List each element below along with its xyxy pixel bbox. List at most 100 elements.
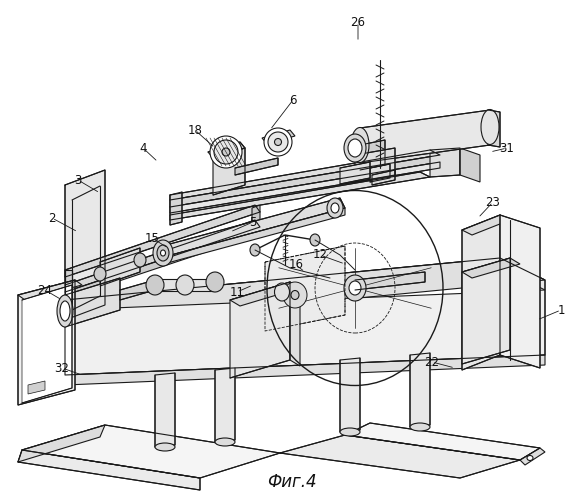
Ellipse shape (94, 267, 106, 281)
Ellipse shape (206, 272, 224, 292)
Polygon shape (170, 150, 440, 200)
Polygon shape (280, 435, 520, 478)
Polygon shape (235, 158, 278, 175)
Polygon shape (120, 280, 155, 300)
Polygon shape (28, 381, 45, 394)
Ellipse shape (222, 148, 230, 156)
Polygon shape (155, 198, 345, 258)
Ellipse shape (155, 443, 175, 451)
Polygon shape (65, 278, 120, 327)
Polygon shape (65, 258, 545, 322)
Polygon shape (462, 215, 500, 370)
Polygon shape (360, 140, 385, 170)
Ellipse shape (344, 275, 366, 301)
Ellipse shape (215, 438, 235, 446)
Ellipse shape (176, 275, 194, 295)
Text: 6: 6 (289, 94, 297, 106)
Polygon shape (65, 227, 260, 299)
Ellipse shape (348, 139, 362, 157)
Polygon shape (290, 282, 300, 366)
Polygon shape (410, 353, 430, 427)
Polygon shape (355, 148, 395, 182)
Polygon shape (462, 258, 520, 278)
Ellipse shape (157, 245, 169, 261)
Polygon shape (65, 220, 260, 292)
Text: 32: 32 (54, 362, 69, 374)
Polygon shape (370, 164, 390, 182)
Polygon shape (262, 130, 295, 144)
Text: 4: 4 (139, 142, 147, 154)
Ellipse shape (264, 128, 292, 156)
Text: 1: 1 (557, 304, 565, 316)
Polygon shape (170, 162, 440, 213)
Text: 16: 16 (288, 258, 304, 272)
Text: 2: 2 (48, 212, 55, 224)
Ellipse shape (291, 290, 299, 300)
Polygon shape (65, 170, 105, 320)
Ellipse shape (210, 136, 242, 168)
Polygon shape (462, 258, 510, 364)
Ellipse shape (57, 295, 73, 327)
Polygon shape (360, 110, 490, 163)
Polygon shape (160, 208, 345, 265)
Ellipse shape (481, 110, 499, 144)
Polygon shape (213, 148, 245, 195)
Ellipse shape (60, 301, 70, 321)
Text: 11: 11 (230, 286, 245, 298)
Polygon shape (520, 448, 545, 465)
Polygon shape (18, 450, 200, 490)
Polygon shape (65, 270, 72, 299)
Ellipse shape (214, 140, 238, 164)
Text: 18: 18 (187, 124, 203, 136)
Polygon shape (230, 282, 290, 378)
Polygon shape (185, 279, 215, 291)
Polygon shape (18, 280, 75, 405)
Polygon shape (355, 272, 425, 290)
Polygon shape (100, 248, 140, 286)
Polygon shape (170, 192, 182, 225)
Polygon shape (65, 205, 260, 277)
Ellipse shape (146, 275, 164, 295)
Ellipse shape (250, 244, 260, 256)
Ellipse shape (161, 250, 165, 256)
Polygon shape (65, 258, 545, 310)
Ellipse shape (410, 423, 430, 431)
Text: 5: 5 (249, 216, 257, 228)
Polygon shape (340, 358, 360, 432)
Text: 22: 22 (425, 356, 440, 368)
Text: 3: 3 (74, 174, 82, 186)
Polygon shape (170, 155, 440, 207)
Polygon shape (265, 246, 345, 331)
Polygon shape (18, 425, 105, 462)
Polygon shape (65, 355, 545, 385)
Ellipse shape (331, 203, 339, 213)
Text: 31: 31 (499, 142, 515, 154)
Ellipse shape (349, 281, 361, 295)
Polygon shape (462, 215, 510, 235)
Polygon shape (345, 423, 540, 460)
Polygon shape (208, 142, 245, 158)
Polygon shape (252, 205, 260, 237)
Text: 24: 24 (37, 284, 53, 296)
Text: 26: 26 (350, 16, 366, 28)
Text: Фиг.4: Фиг.4 (267, 473, 317, 491)
Text: 23: 23 (485, 196, 500, 208)
Polygon shape (500, 215, 540, 368)
Polygon shape (215, 368, 235, 442)
Polygon shape (340, 162, 370, 184)
Polygon shape (155, 373, 175, 447)
Polygon shape (460, 148, 480, 182)
Ellipse shape (153, 240, 173, 266)
Ellipse shape (340, 428, 360, 436)
Ellipse shape (268, 132, 288, 152)
Ellipse shape (310, 234, 320, 246)
Ellipse shape (351, 128, 369, 162)
Polygon shape (372, 170, 395, 185)
Ellipse shape (344, 134, 366, 162)
Polygon shape (430, 148, 460, 177)
Ellipse shape (283, 282, 307, 308)
Polygon shape (488, 110, 500, 147)
Ellipse shape (134, 253, 146, 267)
Polygon shape (22, 285, 72, 403)
Polygon shape (18, 280, 82, 300)
